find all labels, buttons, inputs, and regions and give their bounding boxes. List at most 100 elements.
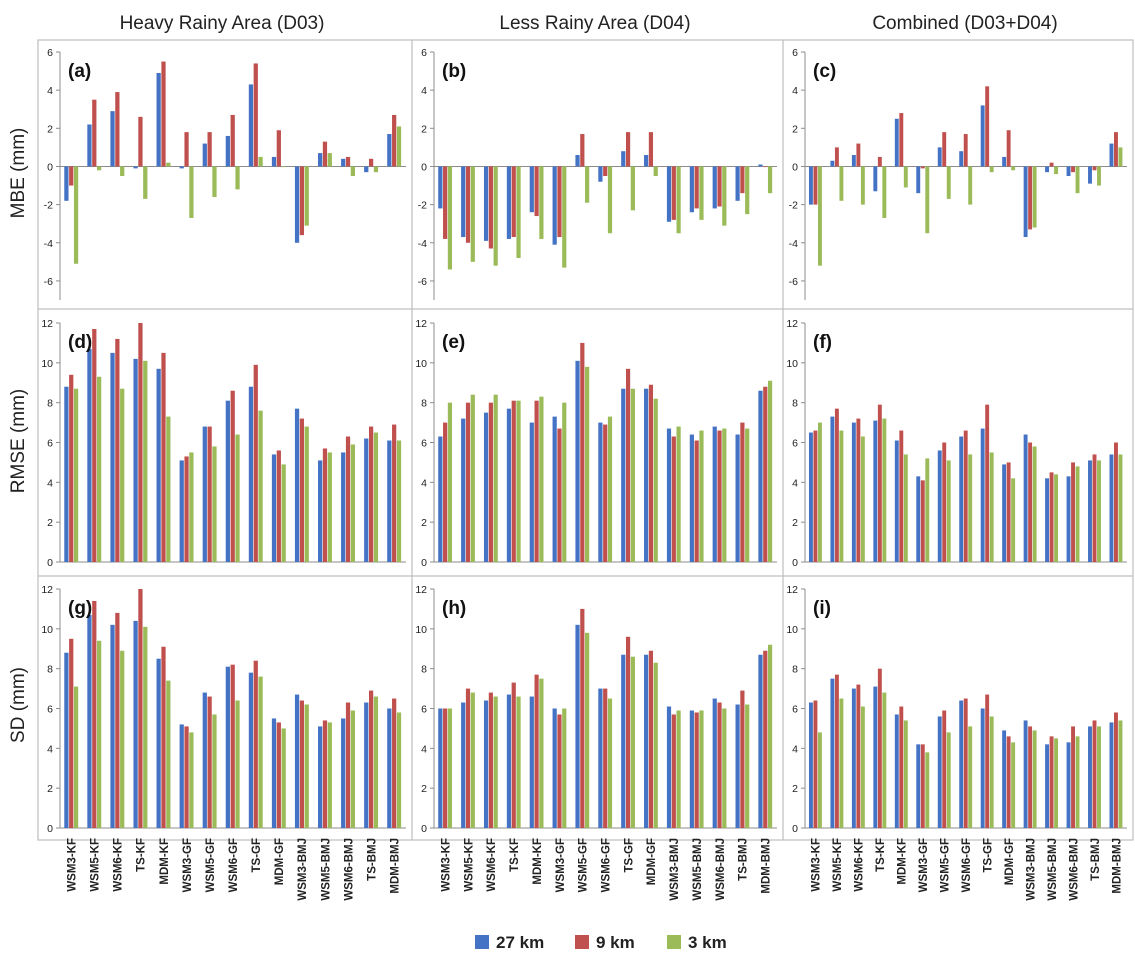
bar-27km-MDM-GF [644, 654, 649, 828]
bar-9km-WSM5-KF [92, 328, 97, 562]
y-tick-label: 6 [47, 438, 53, 450]
bar-9km-WSM6-GF [963, 698, 968, 828]
bar-27km-TS-GF [621, 151, 626, 167]
bar-9km-WSM3-KF [813, 700, 818, 828]
bar-3km-WSM5-KF [839, 698, 844, 828]
bar-3km-MDM-KF [539, 166, 544, 239]
y-tick-label: 10 [415, 358, 427, 370]
bar-9km-TS-KF [511, 166, 516, 238]
bar-9km-TS-KF [511, 682, 516, 828]
bar-3km-MDM-GF [1011, 478, 1016, 562]
bar-9km-WSM6-KF [488, 692, 493, 828]
y-tick-label: 6 [47, 47, 53, 59]
y-tick-label: 0 [792, 557, 798, 569]
bar-3km-WSM3-KF [73, 388, 79, 562]
bar-9km-WSM6-GF [963, 430, 968, 562]
bar-3km-TS-BMJ [373, 166, 379, 173]
bar-3km-WSM6-GF [607, 166, 613, 234]
bar-9km-TS-BMJ [1092, 166, 1097, 171]
panel-label: (i) [813, 598, 831, 619]
bar-9km-MDM-BMJ [392, 114, 397, 167]
bar-3km-MDM-BMJ [767, 644, 773, 828]
bar-27km-WSM6-GF [598, 166, 603, 182]
bar-3km-TS-KF [516, 400, 521, 562]
bar-3km-WSM6-GF [235, 166, 240, 190]
legend-swatch-3km [667, 935, 681, 949]
bar-27km-MDM-KF [894, 714, 899, 828]
bar-9km-WSM6-BMJ [345, 436, 351, 562]
bar-27km-MDM-GF [271, 718, 277, 828]
bar-27km-WSM3-BMJ [1023, 434, 1028, 562]
bar-27km-WSM6-GF [959, 700, 964, 828]
figure-border [37, 39, 1134, 841]
bar-3km-WSM6-KF [860, 436, 865, 562]
y-tick-label: 4 [792, 85, 798, 97]
category-label: TS-KF [136, 838, 148, 872]
category-label: MDM-BMJ [390, 838, 402, 894]
bar-27km-WSM6-BMJ [341, 452, 346, 562]
bar-9km-WSM3-GF [557, 166, 562, 238]
bar-9km-TS-GF [985, 694, 990, 828]
bar-3km-WSM6-GF [607, 698, 613, 828]
bar-9km-TS-GF [625, 368, 631, 562]
bar-27km-TS-KF [133, 620, 138, 828]
bar-27km-TS-KF [506, 694, 512, 828]
bar-9km-WSM5-BMJ [694, 712, 699, 828]
bar-3km-TS-BMJ [1097, 166, 1101, 186]
bar-3km-TS-KF [882, 692, 887, 828]
bar-3km-TS-KF [882, 418, 887, 562]
bar-3km-WSM3-KF [817, 732, 822, 828]
y-tick-label: 2 [47, 517, 53, 529]
y-tick-label: 10 [415, 624, 427, 636]
y-tick-label: 0 [792, 161, 798, 173]
bar-27km-MDM-KF [156, 368, 161, 562]
bar-3km-MDM-BMJ [1118, 454, 1123, 562]
category-label: MDM-KF [159, 838, 171, 885]
bar-9km-WSM5-GF [580, 134, 585, 167]
bar-9km-MDM-GF [1006, 736, 1011, 828]
bar-27km-MDM-BMJ [758, 164, 763, 167]
bar-27km-WSM6-GF [598, 688, 603, 828]
bar-3km-WSM5-BMJ [1054, 738, 1059, 829]
bar-27km-WSM6-GF [959, 436, 964, 562]
y-tick-label: 2 [792, 123, 798, 135]
category-label: TS-BMJ [738, 838, 750, 881]
bar-9km-WSM6-GF [603, 166, 608, 176]
column-title-heavy-rainy: Heavy Rainy Area (D03) [120, 13, 325, 34]
bar-27km-MDM-BMJ [1109, 454, 1114, 562]
bar-3km-WSM5-BMJ [327, 452, 332, 562]
bar-9km-WSM6-BMJ [345, 702, 351, 828]
bar-27km-WSM6-KF [851, 688, 856, 828]
y-tick-label: 2 [421, 517, 427, 529]
bar-9km-WSM5-KF [834, 408, 839, 562]
bar-3km-WSM6-BMJ [1075, 166, 1080, 194]
bar-9km-WSM6-GF [963, 134, 968, 167]
bar-3km-WSM5-GF [946, 460, 951, 562]
chart-panels: 6 4 2 0 -2 -4 -6 (a) 6 4 2 0 -2 -4 -6 (b) 6 4 2 0 -2 -4 -6 (c) 0… [41, 47, 1127, 901]
y-tick-label: 12 [786, 584, 798, 596]
bar-3km-MDM-KF [166, 416, 171, 562]
bar-9km-WSM5-GF [580, 608, 585, 828]
bar-27km-WSM3-BMJ [666, 428, 672, 562]
bar-9km-WSM5-GF [207, 132, 212, 167]
bar-27km-WSM6-GF [225, 666, 230, 828]
bar-9km-MDM-KF [534, 674, 539, 828]
bar-9km-WSM5-BMJ [322, 720, 328, 828]
column-titles: Heavy Rainy Area (D03) Less Rainy Area (… [120, 13, 1058, 34]
category-label: WSM5-GF [205, 838, 217, 892]
bar-9km-WSM5-KF [92, 600, 97, 828]
bar-27km-MDM-KF [894, 440, 899, 562]
y-tick-label: -4 [418, 238, 427, 250]
bar-3km-TS-KF [143, 626, 148, 828]
bar-3km-WSM6-KF [120, 650, 125, 828]
category-label: WSM5-BMJ [1047, 838, 1059, 901]
category-label: WSM5-BMJ [692, 838, 704, 901]
y-tick-label: 12 [41, 584, 53, 596]
bar-27km-TS-GF [980, 708, 985, 828]
category-label: TS-KF [875, 838, 887, 872]
bar-27km-WSM6-KF [110, 624, 115, 828]
bar-3km-WSM5-KF [839, 166, 844, 201]
bar-9km-MDM-KF [534, 166, 539, 217]
bar-27km-WSM5-KF [461, 418, 466, 562]
y-tick-label: 4 [792, 477, 798, 489]
